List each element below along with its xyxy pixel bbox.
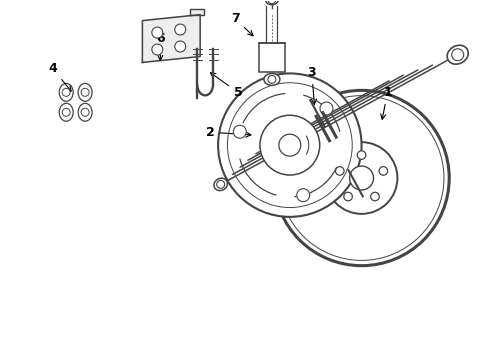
- Circle shape: [227, 83, 352, 207]
- Circle shape: [175, 41, 186, 52]
- Circle shape: [81, 108, 89, 116]
- Ellipse shape: [78, 84, 92, 101]
- Circle shape: [349, 166, 373, 190]
- Circle shape: [279, 134, 301, 156]
- Ellipse shape: [59, 103, 73, 121]
- Circle shape: [268, 75, 276, 84]
- Circle shape: [452, 49, 464, 61]
- Ellipse shape: [214, 178, 227, 190]
- FancyBboxPatch shape: [259, 42, 285, 72]
- Text: 1: 1: [381, 86, 392, 119]
- Circle shape: [379, 167, 388, 175]
- Circle shape: [81, 88, 89, 96]
- Circle shape: [274, 90, 449, 266]
- Circle shape: [152, 27, 163, 38]
- Circle shape: [233, 125, 246, 138]
- Ellipse shape: [447, 45, 468, 64]
- Circle shape: [279, 96, 444, 260]
- Polygon shape: [190, 9, 204, 15]
- Text: 6: 6: [156, 32, 165, 60]
- Circle shape: [218, 73, 362, 217]
- Ellipse shape: [78, 103, 92, 121]
- Circle shape: [371, 192, 379, 201]
- Circle shape: [336, 167, 344, 175]
- Circle shape: [320, 102, 333, 115]
- Circle shape: [326, 142, 397, 214]
- Circle shape: [152, 44, 163, 55]
- Circle shape: [260, 115, 319, 175]
- Text: 7: 7: [231, 12, 253, 36]
- Circle shape: [175, 24, 186, 35]
- Circle shape: [344, 192, 352, 201]
- Text: 2: 2: [206, 126, 251, 139]
- Ellipse shape: [59, 84, 73, 101]
- Circle shape: [357, 151, 366, 159]
- Text: 4: 4: [49, 62, 71, 91]
- Circle shape: [62, 88, 70, 96]
- Text: 5: 5: [210, 73, 243, 99]
- Ellipse shape: [264, 73, 280, 85]
- Circle shape: [62, 108, 70, 116]
- Polygon shape: [143, 15, 200, 62]
- Circle shape: [217, 180, 225, 188]
- Ellipse shape: [266, 0, 278, 5]
- Circle shape: [297, 189, 310, 202]
- Text: 3: 3: [307, 66, 317, 104]
- Circle shape: [268, 0, 276, 4]
